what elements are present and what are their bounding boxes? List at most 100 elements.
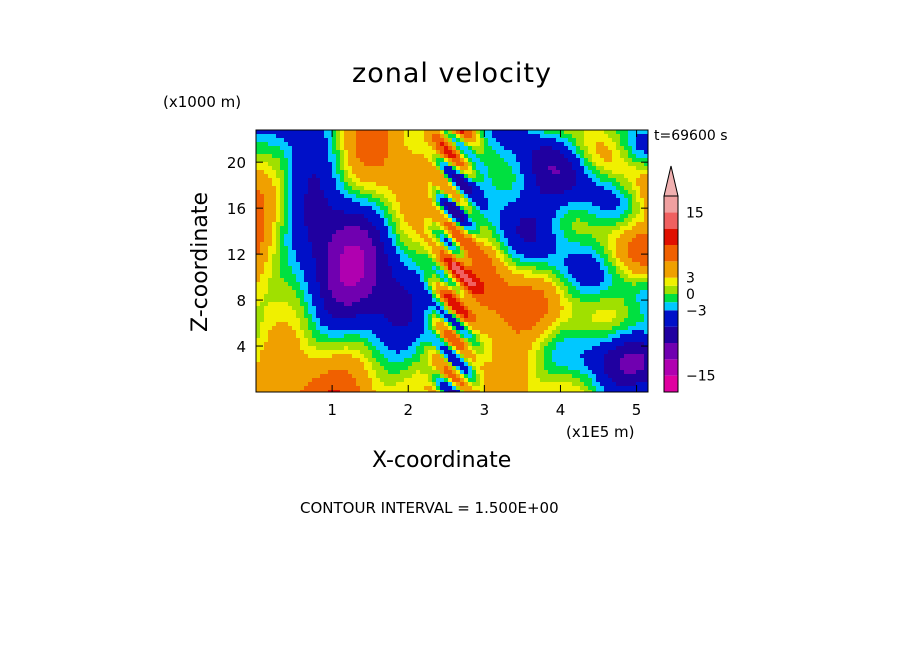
field-cell: [272, 242, 277, 247]
field-cell: [508, 298, 513, 303]
field-cell: [468, 194, 473, 199]
field-cell: [576, 298, 581, 303]
field-cell: [368, 286, 373, 291]
field-cell: [560, 230, 565, 235]
field-cell: [352, 214, 357, 219]
field-cell: [480, 198, 485, 203]
field-cell: [636, 298, 641, 303]
field-cell: [292, 162, 297, 167]
field-cell: [364, 330, 369, 335]
field-cell: [408, 286, 413, 291]
field-cell: [348, 266, 353, 271]
field-cell: [616, 142, 621, 147]
field-cell: [472, 138, 477, 143]
field-cell: [396, 242, 401, 247]
field-cell: [328, 290, 333, 295]
field-cell: [448, 298, 453, 303]
field-cell: [476, 298, 481, 303]
field-cell: [608, 262, 613, 267]
field-cell: [384, 314, 389, 319]
field-cell: [448, 210, 453, 215]
field-cell: [628, 302, 633, 307]
field-cell: [320, 198, 325, 203]
field-cell: [544, 134, 549, 139]
field-cell: [424, 202, 429, 207]
field-cell: [380, 266, 385, 271]
field-cell: [484, 282, 489, 287]
field-cell: [408, 178, 413, 183]
field-cell: [280, 258, 285, 263]
field-cell: [328, 246, 333, 251]
field-cell: [320, 298, 325, 303]
field-cell: [576, 290, 581, 295]
field-cell: [368, 330, 373, 335]
field-cell: [384, 218, 389, 223]
field-cell: [464, 182, 469, 187]
field-cell: [332, 294, 337, 299]
field-cell: [524, 238, 529, 243]
field-cell: [484, 138, 489, 143]
field-cell: [344, 198, 349, 203]
field-cell: [348, 146, 353, 151]
field-cell: [464, 298, 469, 303]
field-cell: [496, 182, 501, 187]
field-cell: [616, 266, 621, 271]
field-cell: [604, 314, 609, 319]
field-cell: [324, 326, 329, 331]
field-cell: [260, 266, 265, 271]
field-cell: [568, 290, 573, 295]
field-cell: [588, 258, 593, 263]
field-cell: [408, 218, 413, 223]
field-cell: [568, 150, 573, 155]
field-cell: [464, 294, 469, 299]
field-cell: [564, 214, 569, 219]
field-cell: [396, 170, 401, 175]
field-cell: [368, 206, 373, 211]
field-cell: [408, 146, 413, 151]
field-cell: [416, 322, 421, 327]
field-cell: [512, 206, 517, 211]
field-cell: [440, 314, 445, 319]
field-cell: [408, 170, 413, 175]
field-cell: [276, 206, 281, 211]
field-cell: [524, 234, 529, 239]
field-cell: [336, 206, 341, 211]
field-cell: [336, 162, 341, 167]
field-cell: [436, 182, 441, 187]
field-cell: [584, 250, 589, 255]
field-cell: [264, 218, 269, 223]
field-cell: [448, 306, 453, 311]
field-cell: [616, 326, 621, 331]
field-cell: [580, 310, 585, 315]
field-cell: [492, 218, 497, 223]
field-cell: [356, 282, 361, 287]
field-cell: [612, 146, 617, 151]
field-cell: [612, 194, 617, 199]
field-cell: [460, 182, 465, 187]
field-cell: [536, 178, 541, 183]
field-cell: [324, 162, 329, 167]
field-cell: [524, 142, 529, 147]
field-cell: [268, 286, 273, 291]
field-cell: [516, 194, 521, 199]
field-cell: [344, 262, 349, 267]
field-cell: [468, 226, 473, 231]
field-cell: [536, 138, 541, 143]
field-cell: [388, 150, 393, 155]
field-cell: [500, 202, 505, 207]
field-cell: [268, 222, 273, 227]
field-cell: [400, 142, 405, 147]
field-cell: [500, 178, 505, 183]
field-cell: [412, 198, 417, 203]
field-cell: [468, 206, 473, 211]
field-cell: [404, 246, 409, 251]
field-cell: [456, 270, 461, 275]
field-cell: [452, 294, 457, 299]
field-cell: [408, 262, 413, 267]
field-cell: [360, 286, 365, 291]
field-cell: [420, 286, 425, 291]
field-cell: [312, 254, 317, 259]
field-cell: [420, 218, 425, 223]
field-cell: [264, 214, 269, 219]
field-cell: [276, 282, 281, 287]
